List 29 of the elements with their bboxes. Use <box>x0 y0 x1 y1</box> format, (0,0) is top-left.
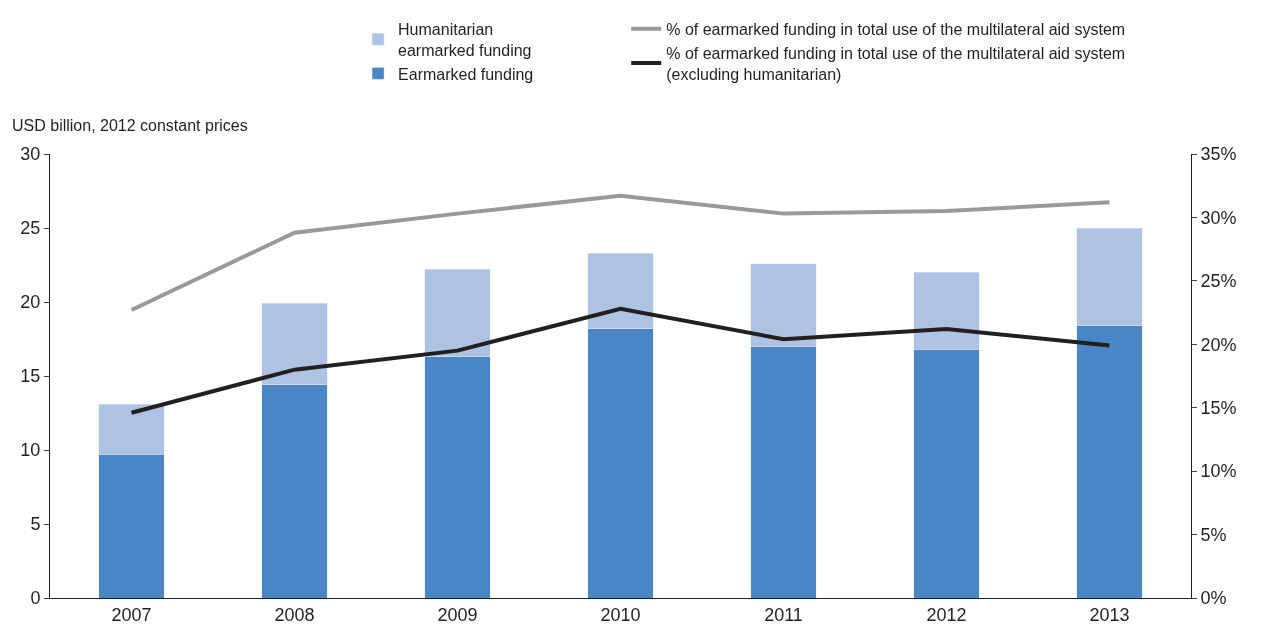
y2-tick-label: 0% <box>1200 588 1227 609</box>
x-tick-label: 2012 <box>926 604 967 625</box>
y-tick-label: 20 <box>20 292 41 313</box>
y-tick-label: 5 <box>30 514 41 535</box>
legend-label: % of earmarked funding in total use of the multilateral aid system <box>666 21 1126 39</box>
y2-tick-label: 10% <box>1200 461 1237 482</box>
x-tick-label: 2013 <box>1089 604 1130 625</box>
y-tick-label: 25 <box>20 218 41 239</box>
y-tick-label: 0 <box>30 588 41 609</box>
y2-tick-label: 15% <box>1200 398 1237 419</box>
line-series <box>129 193 1112 313</box>
y2-tick-label: 20% <box>1200 334 1237 355</box>
y-tick-label: 30 <box>20 144 41 165</box>
x-tick-label: 2010 <box>600 604 641 625</box>
y2-tick-label: 25% <box>1200 271 1237 292</box>
y-tick-label: 10 <box>20 440 41 461</box>
x-tick-label: 2008 <box>274 604 315 625</box>
legend-label: Humanitarian earmarked funding <box>398 21 532 59</box>
y-axis-title: USD billion, 2012 constant prices <box>12 117 248 134</box>
y2-tick-label: 30% <box>1200 207 1237 228</box>
x-tick-label: 2009 <box>437 604 478 625</box>
x-tick-label: 2007 <box>111 604 152 625</box>
x-tick-label: 2011 <box>764 604 803 625</box>
y-tick-label: 15 <box>20 366 41 387</box>
legend-label: Earmarked funding <box>398 65 534 83</box>
legend-label: % of earmarked funding in total use of the multilateral aid system (excluding humanitarian) <box>666 44 1126 83</box>
line-series <box>129 306 1112 415</box>
y2-tick-label: 5% <box>1200 524 1227 545</box>
y2-tick-label: 35% <box>1200 144 1237 165</box>
